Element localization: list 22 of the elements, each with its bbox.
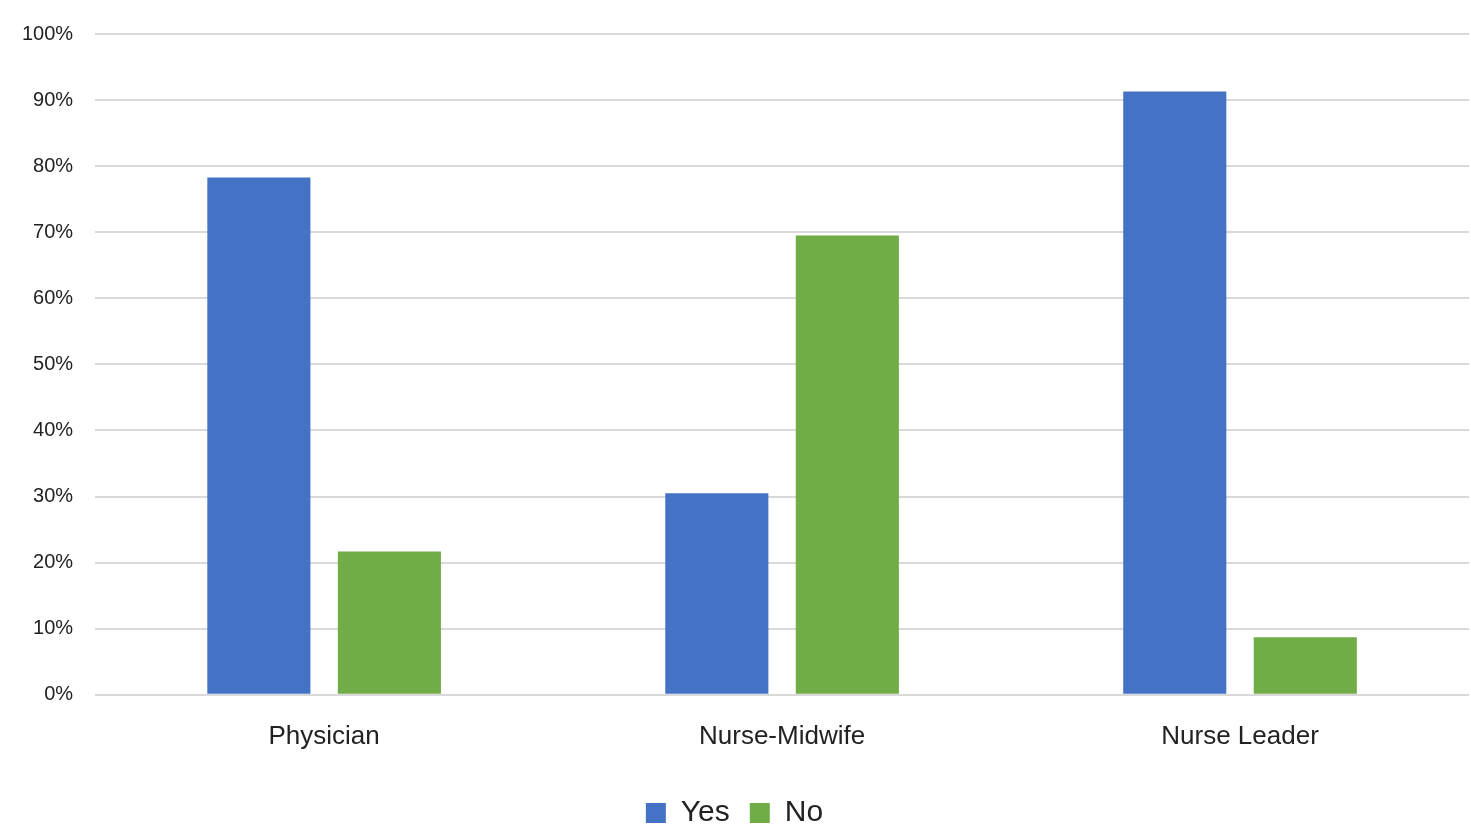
legend-label: Yes	[680, 794, 730, 828]
y-tick-label: 80%	[33, 153, 74, 176]
bar	[795, 235, 899, 694]
x-tick-label: Nurse-Midwife	[699, 719, 866, 750]
y-tick-label: 100%	[22, 21, 74, 44]
y-tick-label: 10%	[33, 616, 74, 639]
bar	[337, 551, 441, 694]
bar	[207, 177, 311, 694]
y-tick-label: 30%	[33, 484, 74, 507]
x-tick-label: Physician	[268, 719, 380, 750]
y-tick-label: 0%	[44, 682, 74, 705]
y-tick-label: 60%	[33, 285, 74, 308]
y-tick-label: 40%	[33, 418, 74, 440]
y-tick-label: 20%	[33, 550, 74, 573]
x-tick-label: Nurse Leader	[1161, 719, 1320, 750]
bar	[1123, 91, 1227, 694]
y-tick-label: 90%	[33, 87, 74, 110]
y-tick-label: 50%	[33, 351, 74, 374]
bar	[1253, 637, 1357, 694]
legend-label: No	[784, 794, 824, 828]
y-tick-label: 70%	[33, 219, 74, 242]
bar	[665, 493, 769, 694]
